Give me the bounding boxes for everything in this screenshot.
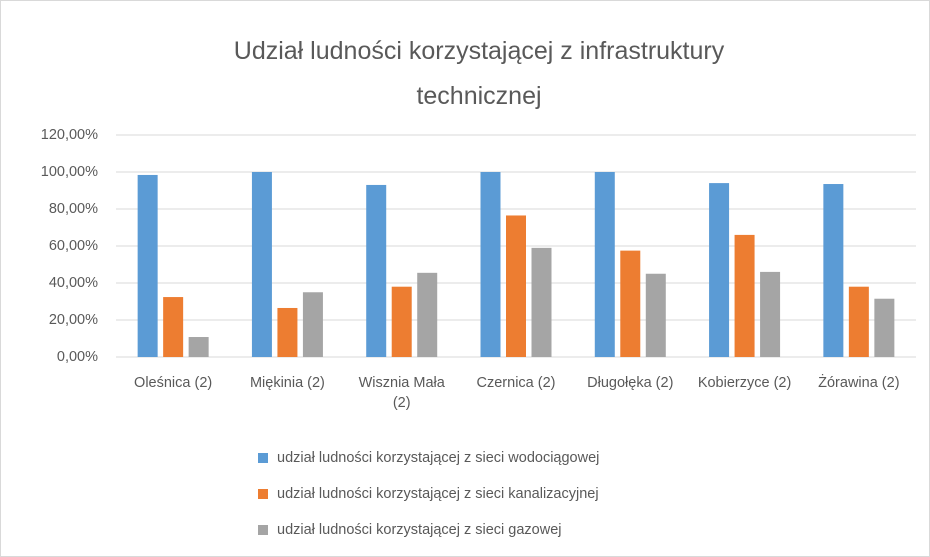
x-tick-label: Czernica (2) xyxy=(476,375,556,391)
bar xyxy=(391,286,412,357)
y-tick-label: 40,00% xyxy=(49,275,98,291)
bar xyxy=(163,297,184,357)
y-tick-label: 0,00% xyxy=(57,349,98,365)
x-tick-label: Miękinia (2) xyxy=(249,375,325,391)
x-tick-label: Długołęka (2) xyxy=(587,375,674,391)
legend-swatch xyxy=(258,525,268,535)
legend-label: udział ludności korzystającej z sieci ga… xyxy=(277,522,562,538)
x-tick-label: Żórawina (2) xyxy=(818,375,900,391)
legend-swatch xyxy=(258,489,268,499)
bar xyxy=(251,172,272,357)
bar xyxy=(874,298,895,357)
bar xyxy=(645,273,666,357)
bar xyxy=(848,286,869,357)
bar xyxy=(760,271,781,357)
bar xyxy=(417,272,438,357)
bar xyxy=(620,250,641,357)
y-tick-label: 60,00% xyxy=(49,238,98,254)
bar xyxy=(277,307,298,357)
bar xyxy=(302,292,323,357)
bar xyxy=(823,184,844,357)
bar xyxy=(366,184,387,357)
x-tick-label: Kobierzyce (2) xyxy=(697,375,792,391)
chart-title: Udział ludności korzystającej z infrastr… xyxy=(233,37,725,110)
legend-swatch xyxy=(258,453,268,463)
y-tick-label: 120,00% xyxy=(41,127,98,143)
bar xyxy=(480,172,501,357)
bar xyxy=(594,172,615,357)
x-tick-label: Wisznia Mała (2) xyxy=(358,375,445,411)
bar xyxy=(506,215,526,357)
bar xyxy=(188,337,209,357)
bar xyxy=(137,174,158,357)
bar xyxy=(531,247,552,357)
y-tick-label: 80,00% xyxy=(49,201,98,217)
y-tick-label: 20,00% xyxy=(49,312,98,328)
x-tick-label: Oleśnica (2) xyxy=(134,375,213,391)
bar xyxy=(734,234,755,357)
legend-label: udział ludności korzystającej z sieci ka… xyxy=(277,486,599,502)
legend-label: udział ludności korzystającej z sieci wo… xyxy=(277,450,599,466)
bar xyxy=(709,183,730,357)
y-tick-label: 100,00% xyxy=(41,164,98,180)
